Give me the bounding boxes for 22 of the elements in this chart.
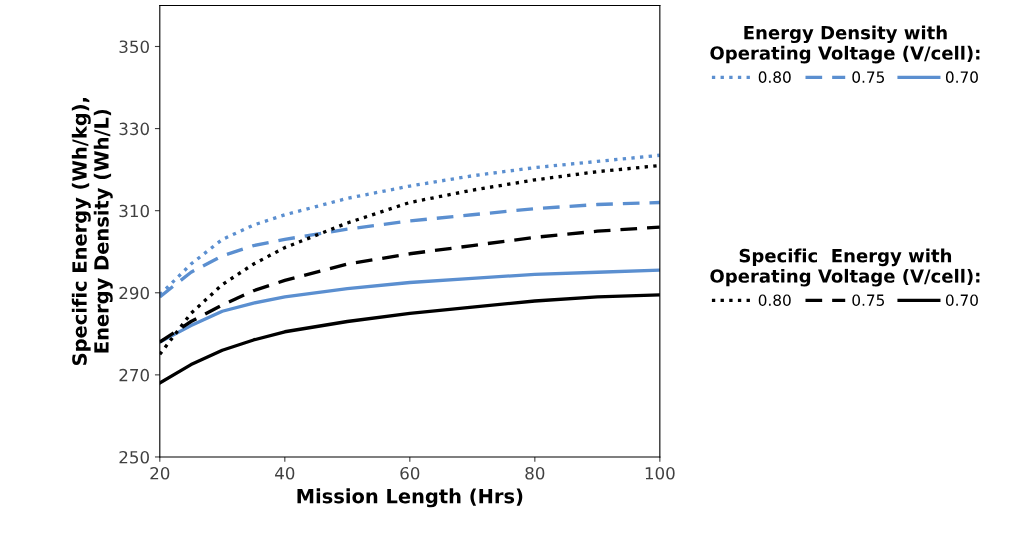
legend-label: 0.80 (758, 294, 791, 306)
y-tick-label: 250 (119, 450, 149, 464)
legend-label: 0.70 (945, 71, 978, 83)
line-series (159, 268, 660, 344)
y-tick-label: 310 (119, 204, 149, 218)
y-tick-label: 290 (119, 286, 149, 300)
x-tick-label: 60 (400, 466, 420, 480)
text: Energy Density with Operating Voltage (V/cell): (710, 25, 980, 64)
legend-label: 0.75 (852, 294, 885, 306)
x-tick-label: 20 (150, 466, 170, 480)
x-axis-title: Mission Length (Hrs) (297, 488, 523, 508)
x-tick-label: 100 (645, 466, 675, 480)
legend-label: 0.75 (852, 71, 885, 83)
text: Specific Energy with Operating Voltage (V/cell): (710, 248, 980, 287)
y-tick-label: 350 (119, 40, 149, 54)
y-axis-title: Specific Energy (Wh/kg), Energy Density (Wh/L) (71, 97, 113, 365)
legend-label: 0.80 (758, 71, 791, 83)
x-tick-label: 80 (525, 466, 545, 480)
y-tick-label: 270 (119, 368, 149, 382)
legend-label: 0.70 (945, 294, 978, 306)
x-tick-label: 40 (275, 466, 295, 480)
y-tick-label: 330 (119, 122, 149, 136)
